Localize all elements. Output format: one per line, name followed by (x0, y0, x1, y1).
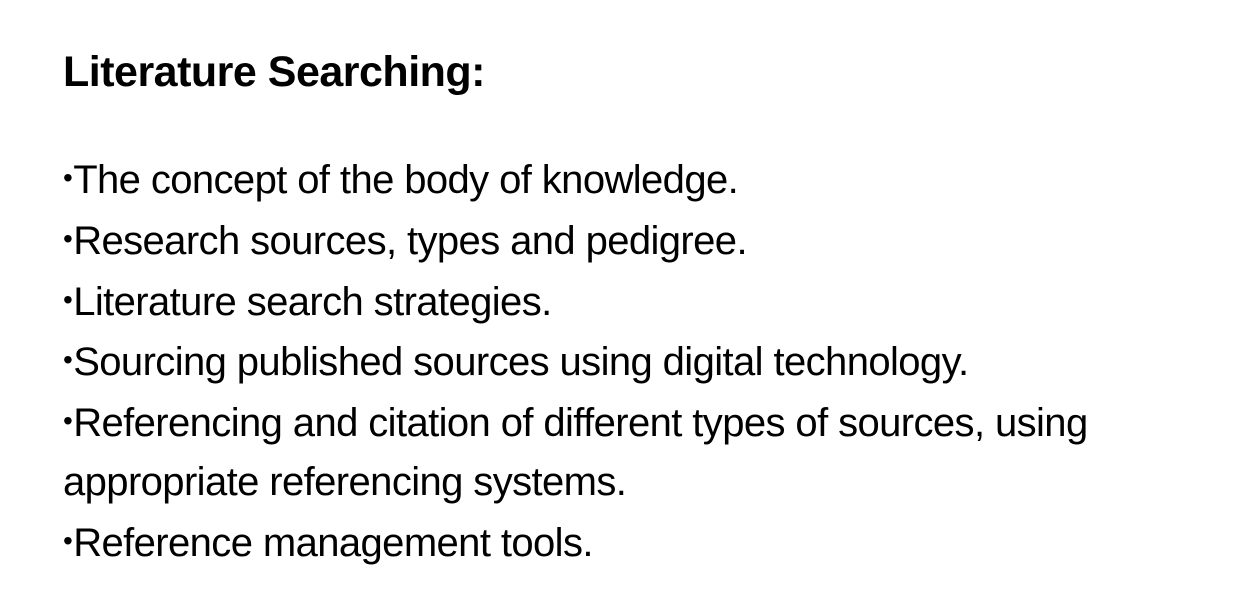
bullet-text: Reference management tools. (73, 520, 593, 565)
bullet-text: The concept of the body of knowledge. (73, 158, 739, 202)
bullet-icon: • (63, 524, 73, 556)
bullet-item-2: •Research sources, types and pedigree. (63, 210, 1193, 271)
bullet-item-5: •Referencing and citation of different t… (63, 392, 1193, 512)
bullet-item-6: •Reference management tools. (63, 512, 1193, 573)
bullet-icon: • (63, 405, 73, 437)
bullet-text: Sourcing published sources using digital… (73, 340, 969, 385)
bullet-item-3: •Literature search strategies. (63, 271, 1193, 332)
bullet-item-4: •Sourcing published sources using digita… (63, 331, 1193, 392)
bullet-list: •The concept of the body of knowledge. •… (63, 149, 1193, 573)
slide-title: Literature Searching: (63, 48, 486, 96)
bullet-text: Referencing and citation of different ty… (63, 401, 1088, 504)
bullet-icon: • (63, 344, 73, 376)
bullet-icon: • (63, 283, 73, 315)
bullet-icon: • (63, 162, 73, 193)
bullet-icon: • (63, 222, 73, 254)
bullet-item-1: •The concept of the body of knowledge. (63, 149, 1193, 210)
bullet-text: Research sources, types and pedigree. (73, 218, 747, 263)
bullet-text: Literature search strategies. (73, 279, 552, 324)
